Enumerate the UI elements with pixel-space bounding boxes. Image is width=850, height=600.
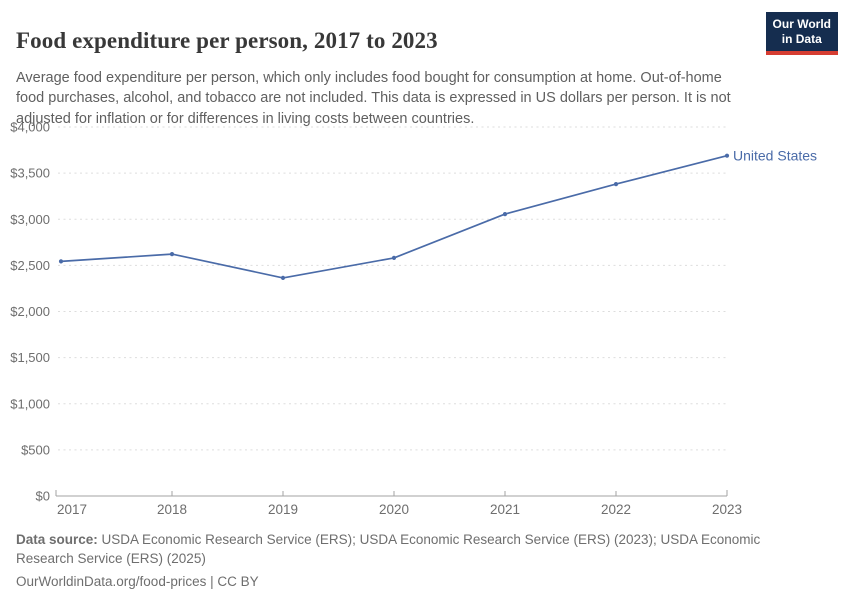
license-label[interactable]: CC BY — [217, 574, 259, 590]
x-tick-label: 2021 — [490, 502, 520, 517]
data-point[interactable] — [502, 212, 508, 217]
y-tick-label: $2,000 — [10, 304, 50, 319]
page-title: Food expenditure per person, 2017 to 202… — [16, 28, 438, 54]
y-tick-label: $4,000 — [10, 120, 50, 135]
y-tick-label: $1,000 — [10, 396, 50, 411]
data-source-line: Data source: USDA Economic Research Serv… — [16, 531, 761, 568]
y-tick-label: $3,500 — [10, 166, 50, 181]
y-tick-label: $2,500 — [10, 258, 50, 273]
x-tick-label: 2019 — [268, 502, 298, 517]
chart-subtitle: Average food expenditure per person, whi… — [16, 69, 731, 127]
y-tick-label: $1,500 — [10, 350, 50, 365]
chart-footer: Data source: USDA Economic Research Serv… — [16, 531, 761, 592]
x-tick-label: 2023 — [712, 502, 742, 517]
data-source-label: Data source: — [16, 532, 98, 547]
x-tick-label: 2018 — [157, 502, 187, 517]
x-tick-label: 2017 — [57, 502, 87, 517]
x-tick-label: 2020 — [379, 502, 409, 517]
data-point[interactable] — [724, 153, 730, 158]
data-point[interactable] — [613, 182, 619, 187]
line-chart[interactable]: $0 $500 $1,000 $1,500 $2,000 $2,500 $3,000 $3,5… — [0, 115, 850, 527]
y-tick-label: $3,000 — [10, 212, 50, 227]
owid-link[interactable]: OurWorldinData.org/food-prices — [16, 574, 207, 590]
attribution-line: OurWorldinData.org/food-prices | CC BY — [16, 573, 761, 592]
owid-logo-line2: in Data — [781, 32, 822, 46]
data-point[interactable] — [391, 255, 397, 260]
y-tick-label: $500 — [21, 442, 50, 457]
data-point[interactable] — [280, 275, 286, 280]
owid-logo[interactable]: Our World in Data — [765, 12, 838, 55]
owid-logo-line1: Our World — [772, 17, 831, 31]
data-point[interactable] — [169, 252, 175, 257]
separator: | — [206, 574, 218, 590]
data-point[interactable] — [58, 259, 64, 264]
data-source-text: USDA Economic Research Service (ERS); US… — [16, 532, 761, 566]
x-tick-label: 2022 — [601, 502, 631, 517]
y-tick-label: $0 — [36, 489, 50, 504]
series-label[interactable]: United States — [733, 147, 817, 163]
